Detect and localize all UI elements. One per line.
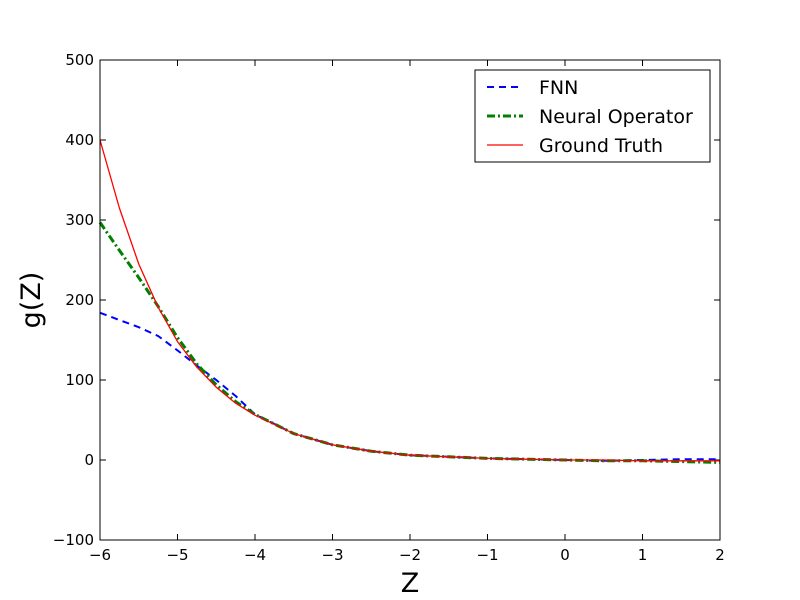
series-line-ground-truth	[99, 139, 720, 462]
y-axis-ticks: −100 0 100 200 300 400 500	[53, 51, 720, 549]
x-tick-label: 1	[638, 546, 648, 564]
x-tick-label: −4	[244, 546, 266, 564]
x-tick-label: 0	[560, 546, 570, 564]
x-tick-label: −6	[89, 546, 111, 564]
x-tick-label: −3	[321, 546, 343, 564]
x-tick-label: −2	[399, 546, 421, 564]
x-tick-label: 2	[715, 546, 725, 564]
y-tick-label: −100	[53, 531, 94, 549]
series-line-fnn	[99, 311, 720, 462]
y-tick-label: 200	[65, 291, 94, 309]
x-axis-label: Z	[401, 568, 420, 599]
legend: FNN Neural Operator Ground Truth	[474, 69, 711, 163]
x-axis-ticks: −6 −5 −4 −3 −2 −1 0 1 2	[89, 60, 725, 564]
legend-label: Neural Operator	[539, 106, 693, 128]
y-tick-label: 100	[65, 371, 94, 389]
legend-label: Ground Truth	[539, 135, 663, 157]
x-tick-label: −1	[476, 546, 498, 564]
y-axis-label: g(Z)	[16, 272, 47, 329]
x-tick-label: −5	[166, 546, 188, 564]
y-tick-label: 400	[65, 131, 94, 149]
legend-label: FNN	[539, 77, 578, 99]
y-tick-label: 0	[84, 451, 94, 469]
y-tick-label: 300	[65, 211, 94, 229]
plot-frame	[99, 59, 721, 541]
series-layer	[98, 139, 721, 464]
series-line-neural-operator	[98, 221, 721, 464]
y-tick-label: 500	[65, 51, 94, 69]
